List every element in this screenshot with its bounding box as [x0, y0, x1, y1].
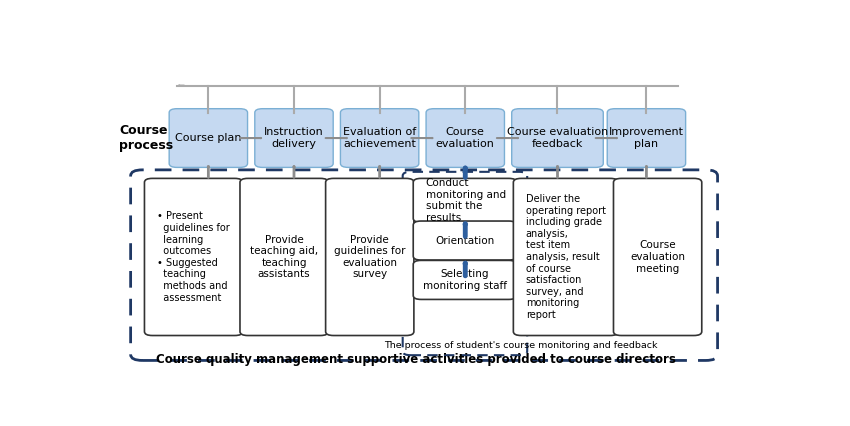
Text: Provide
guidelines for
evaluation
survey: Provide guidelines for evaluation survey [334, 235, 405, 279]
Text: Course
evaluation: Course evaluation [436, 127, 495, 149]
Text: The process of student's course monitoring and feedback: The process of student's course monitori… [384, 341, 658, 350]
Text: Course evaluation
feedback: Course evaluation feedback [507, 127, 608, 149]
FancyBboxPatch shape [607, 109, 686, 167]
Text: • Present
  guidelines for
  learning
  outcomes
• Suggested
  teaching
  method: • Present guidelines for learning outcom… [157, 211, 230, 302]
FancyBboxPatch shape [426, 109, 504, 167]
FancyBboxPatch shape [240, 178, 328, 336]
Text: Selecting
monitoring staff: Selecting monitoring staff [423, 269, 507, 291]
FancyBboxPatch shape [512, 109, 604, 167]
FancyBboxPatch shape [326, 178, 414, 336]
Text: Course quality management supportive activities provided to course directors: Course quality management supportive act… [156, 353, 676, 366]
FancyBboxPatch shape [614, 178, 702, 336]
Text: Course
process: Course process [119, 124, 173, 152]
Text: Conduct
monitoring and
submit the
results: Conduct monitoring and submit the result… [426, 178, 506, 223]
Text: Deliver the
operating report
including grade
analysis,
test item
analysis, resul: Deliver the operating report including g… [526, 194, 606, 320]
FancyBboxPatch shape [413, 260, 517, 299]
FancyBboxPatch shape [341, 109, 419, 167]
Text: Course
evaluation
meeting: Course evaluation meeting [630, 240, 685, 273]
Text: Orientation: Orientation [435, 236, 495, 245]
FancyBboxPatch shape [513, 178, 618, 336]
FancyBboxPatch shape [413, 178, 517, 222]
Text: Provide
teaching aid,
teaching
assistants: Provide teaching aid, teaching assistant… [250, 235, 318, 279]
FancyBboxPatch shape [169, 109, 247, 167]
Text: Improvement
plan: Improvement plan [609, 127, 684, 149]
Text: Instruction
delivery: Instruction delivery [264, 127, 324, 149]
FancyBboxPatch shape [413, 221, 517, 260]
FancyBboxPatch shape [255, 109, 333, 167]
Text: Course plan: Course plan [175, 133, 241, 143]
FancyBboxPatch shape [144, 178, 242, 336]
Text: Evaluation of
achievement: Evaluation of achievement [343, 127, 416, 149]
